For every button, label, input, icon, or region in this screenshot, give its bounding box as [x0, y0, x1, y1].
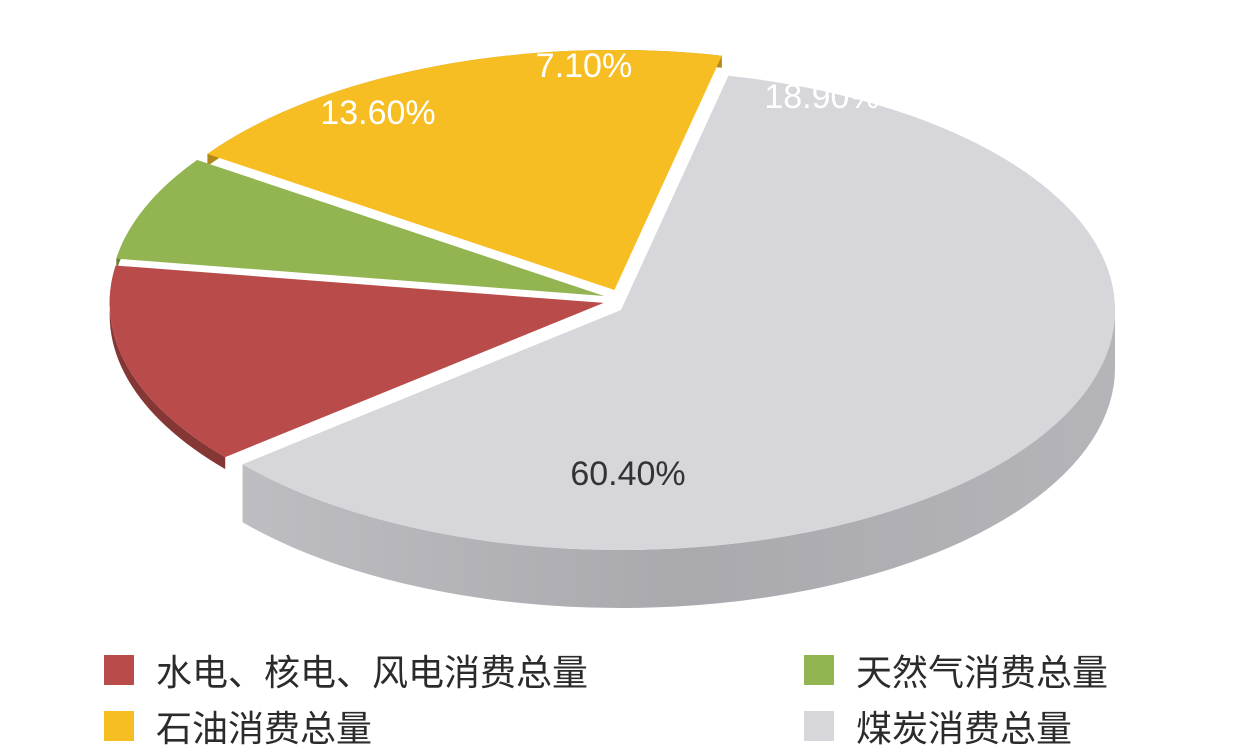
legend-item-oil: 石油消费总量	[104, 700, 372, 752]
legend-label-natural-gas: 天然气消费总量	[856, 653, 1109, 694]
legend-label-oil: 石油消费总量	[156, 709, 373, 750]
pie-chart: 13.60% 7.10% 18.90% 60.40%	[109, 47, 1116, 609]
legend-item-natural-gas: 天然气消费总量	[804, 644, 1108, 696]
legend-item-hydro-nuclear-wind: 水电、核电、风电消费总量	[104, 644, 588, 696]
legend-item-coal: 煤炭消费总量	[804, 700, 1072, 752]
slice-label-oil: 18.90%	[764, 78, 879, 116]
slice-hydro-nuclear-wind	[109, 265, 604, 458]
slice-label-coal: 60.40%	[570, 455, 685, 493]
legend-swatch-natural-gas	[804, 655, 834, 685]
slice-label-hydro-nuclear-wind: 13.60%	[320, 94, 435, 132]
slice-natural-gas	[116, 159, 605, 296]
slice-label-natural-gas: 7.10%	[536, 47, 632, 85]
slice-oil	[207, 49, 722, 290]
legend-swatch-hydro-nuclear-wind	[104, 655, 134, 685]
slice-side-coal	[242, 310, 1116, 609]
slice-coal	[242, 75, 1116, 551]
legend-label-hydro-nuclear-wind: 水电、核电、风电消费总量	[156, 653, 589, 694]
legend-label-coal: 煤炭消费总量	[856, 709, 1073, 750]
